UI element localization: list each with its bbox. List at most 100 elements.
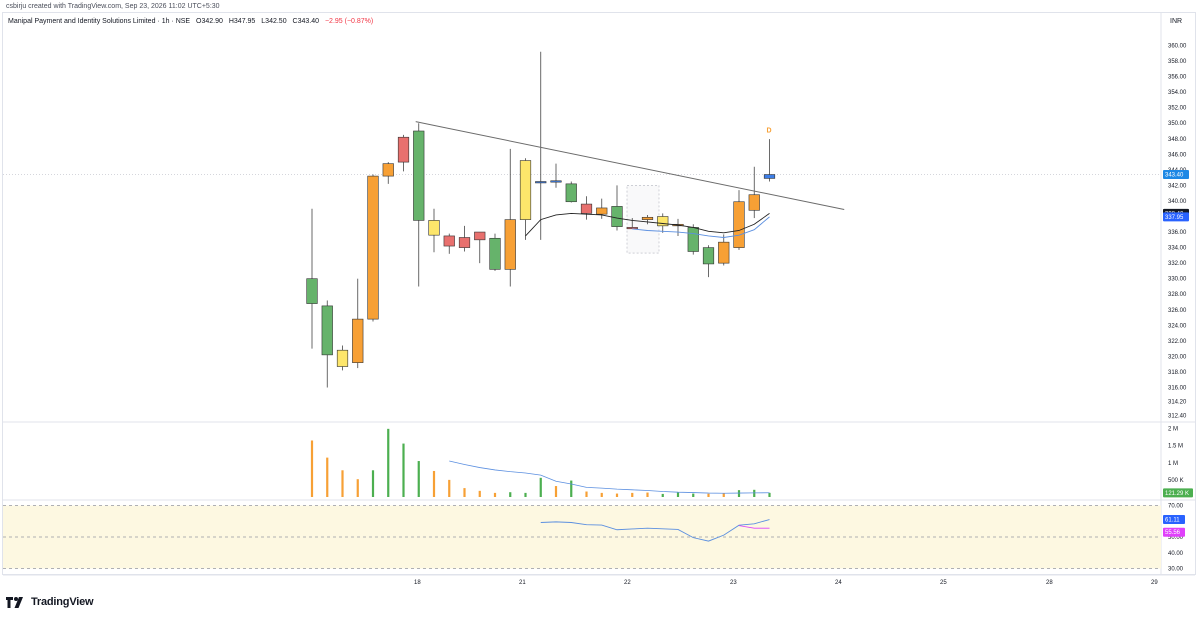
candle-body	[748, 194, 760, 211]
price-axis-tick: 332.00	[1168, 261, 1187, 267]
candle-body	[535, 181, 547, 184]
chart-credit: csbirju created with TradingView.com, Se…	[6, 3, 220, 10]
ohlc-close: C343.40	[292, 18, 320, 25]
rsi-axis-tick: 50.00	[1168, 535, 1184, 541]
price-axis-tick: 352.00	[1168, 106, 1187, 112]
volume-bar	[692, 493, 695, 497]
volume-bar	[356, 479, 359, 497]
price-axis-tick: 358.00	[1168, 59, 1187, 65]
volume-axis-tick: 1.5 M	[1168, 444, 1183, 450]
symbol-legend[interactable]: Manipal Payment and Identity Solutions L…	[8, 18, 377, 25]
candle-body	[489, 237, 501, 270]
volume-bar	[585, 491, 588, 497]
volume-bar	[570, 480, 573, 497]
candle-body	[733, 201, 745, 248]
candle-body	[413, 130, 425, 221]
price-axis-tick: 350.00	[1168, 121, 1187, 127]
candle-body	[565, 183, 577, 203]
volume-bar	[493, 492, 497, 497]
candle-body	[763, 174, 776, 179]
volume-axis-tick: 2 M	[1168, 427, 1178, 433]
price-axis-tick: 346.00	[1168, 152, 1187, 158]
time-axis-tick: 22	[624, 580, 631, 586]
ohlc-open: O342.90	[196, 18, 223, 25]
tradingview-wordmark: TradingView	[31, 596, 94, 608]
rsi-line	[540, 519, 770, 542]
candle-body	[397, 136, 410, 163]
volume-bar	[615, 493, 619, 497]
volume-bar	[539, 477, 542, 497]
candle-body	[626, 227, 638, 230]
candle-body	[306, 278, 318, 304]
rsi-axis-tag	[1163, 515, 1185, 525]
candle-body	[718, 241, 730, 264]
candle-body	[443, 235, 455, 247]
price-axis-tick: 324.00	[1168, 323, 1187, 329]
candle-body	[580, 203, 593, 214]
price-axis-tick: 318.00	[1168, 370, 1187, 376]
price-moving-average-blue-line	[632, 216, 770, 238]
candle-body	[687, 227, 699, 252]
volume-bar	[310, 440, 314, 497]
volume-bar	[448, 479, 451, 497]
candle-body	[336, 349, 349, 367]
price-axis-tick: 342.00	[1168, 183, 1187, 189]
time-axis-tick: 28	[1046, 580, 1053, 586]
trendline	[415, 121, 845, 211]
rsi-axis-tick: 70.00	[1168, 504, 1184, 510]
volume-bar	[554, 486, 558, 497]
time-axis-tick: 18	[414, 580, 421, 586]
rsi-axis-tick: 30.00	[1168, 567, 1184, 573]
ohlc-high: H347.95	[228, 18, 256, 25]
price-axis-tag	[1163, 212, 1189, 222]
volume-bar	[432, 470, 436, 497]
ohlc-low: L342.50	[261, 18, 287, 25]
price-axis-tick: 322.00	[1168, 339, 1187, 345]
price-axis-tick: 312.40	[1168, 414, 1187, 420]
rsi-moving-average-line	[738, 525, 770, 529]
price-moving-average-line	[525, 212, 770, 237]
candle-body	[321, 305, 333, 356]
price-axis-tick: 320.00	[1168, 354, 1187, 360]
rsi-axis-tick: 40.00	[1168, 551, 1184, 557]
time-axis-tick: 25	[940, 580, 947, 586]
volume-bar	[676, 492, 680, 497]
candle-body	[702, 247, 715, 265]
volume-bar	[402, 443, 405, 497]
volume-bar	[753, 489, 756, 497]
volume-bar	[661, 493, 664, 497]
volume-axis-tick: 1 M	[1168, 461, 1178, 467]
price-axis-tick: 316.00	[1168, 386, 1187, 392]
candle-body	[611, 206, 623, 227]
price-axis-tick: 328.00	[1168, 292, 1187, 298]
price-axis-tick: 336.00	[1168, 230, 1187, 236]
volume-bar	[417, 461, 420, 497]
volume-moving-average-line	[449, 460, 770, 494]
candle-body	[474, 231, 486, 241]
candle-body	[367, 175, 379, 320]
tradingview-logo[interactable]: TradingView	[6, 596, 94, 608]
volume-bar	[371, 470, 375, 497]
volume-axis-tick: 500 K	[1168, 478, 1184, 484]
volume-bar	[463, 488, 466, 497]
volume-bar	[341, 470, 344, 497]
volume-bar	[509, 492, 512, 497]
time-axis-tick: 21	[519, 580, 526, 586]
time-axis-tick: 24	[835, 580, 842, 586]
symbol-name: Manipal Payment and Identity Solutions L…	[8, 18, 191, 25]
price-axis-tag-label: 343.40	[1165, 173, 1184, 179]
time-axis-tick: 29	[1151, 580, 1158, 586]
price-axis-tick: 360.00	[1168, 44, 1187, 50]
price-axis-tick: 340.00	[1168, 199, 1187, 205]
currency-label: INR	[1170, 18, 1183, 25]
rsi-axis-tag-label: 61.11	[1165, 518, 1180, 524]
candle-body	[458, 237, 471, 248]
price-axis-tick: 314.20	[1168, 400, 1187, 406]
price-axis-tick: 330.00	[1168, 277, 1187, 283]
volume-bar	[707, 493, 710, 497]
volume-axis-tag-label: 121.29 K	[1165, 491, 1189, 497]
volume-bar	[478, 490, 481, 497]
volume-bar	[326, 457, 329, 497]
candle-body	[352, 318, 364, 363]
